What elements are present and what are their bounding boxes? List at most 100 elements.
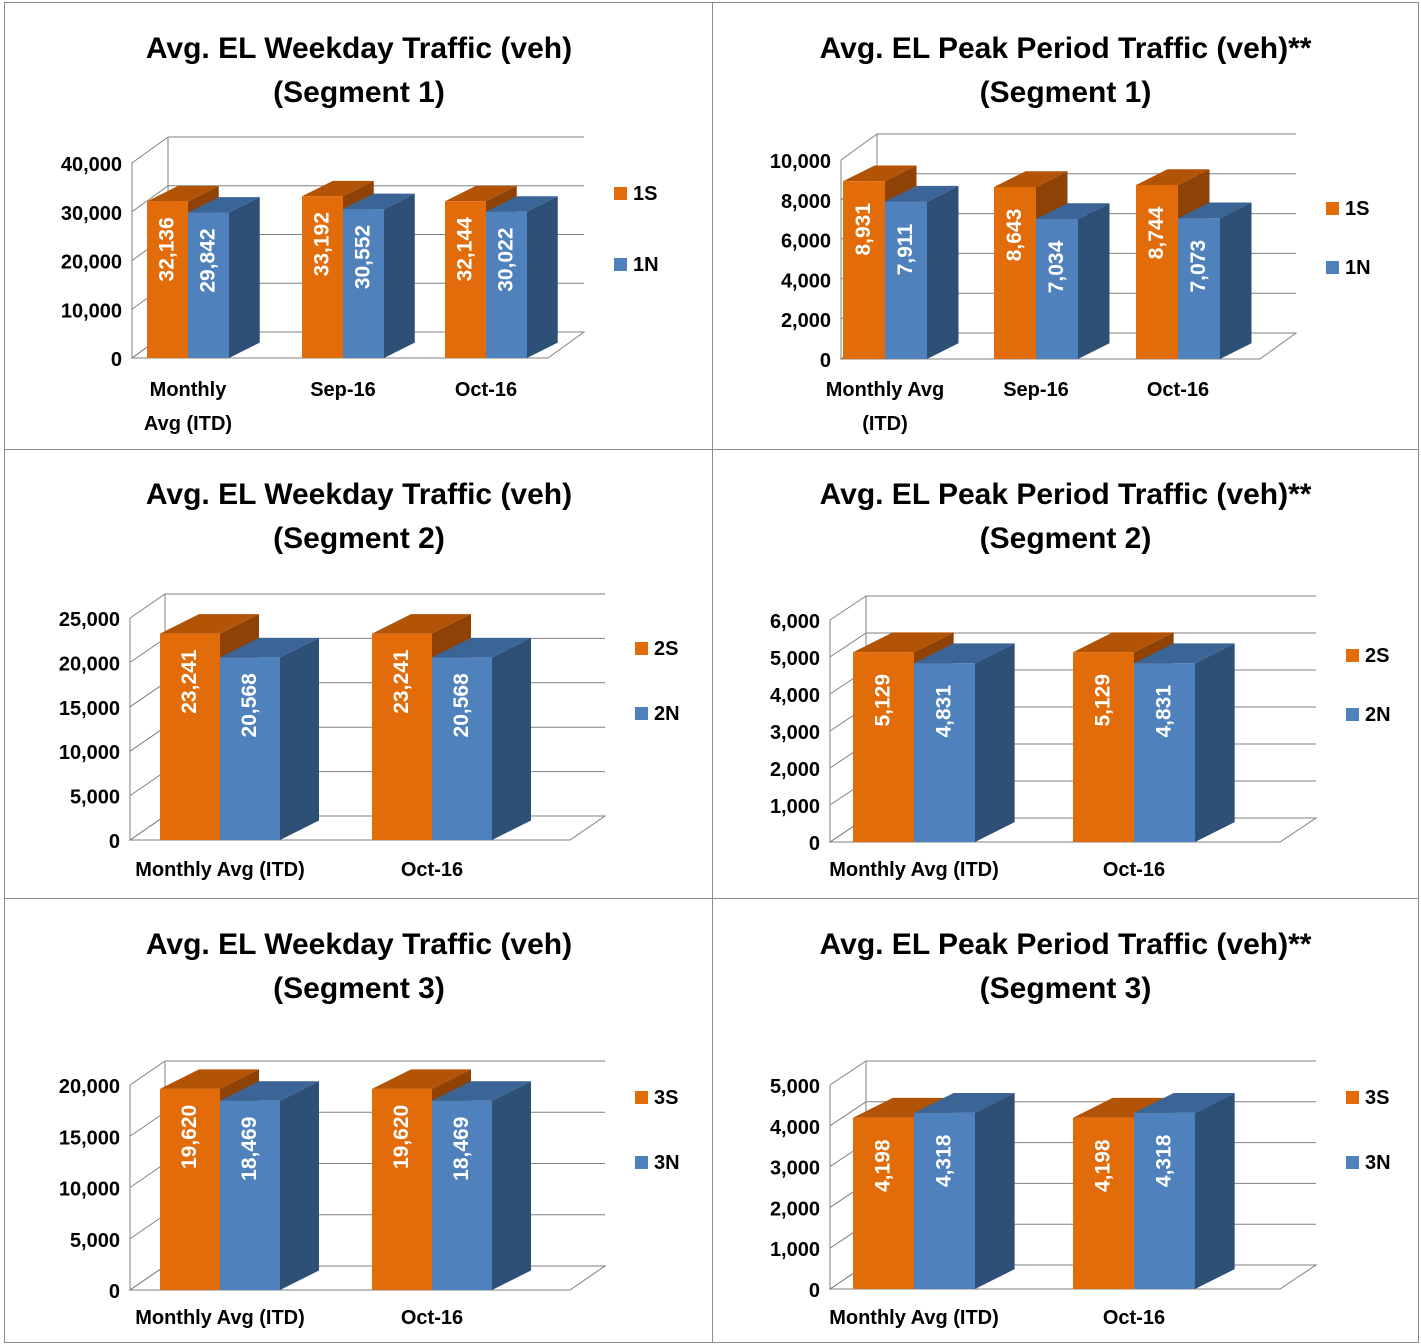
bar-2N	[432, 637, 531, 840]
side-wall-line	[829, 1101, 867, 1127]
y-tick-label: 5,000	[70, 1230, 120, 1252]
y-tick-label: 20,000	[59, 653, 120, 675]
y-tick-label: 1,000	[770, 796, 820, 818]
bar-value-label: 7,034	[1045, 240, 1068, 293]
bar-value-label: 4,318	[1153, 1134, 1176, 1187]
legend-label: 2N	[654, 703, 680, 725]
y-tick-label: 2,000	[781, 310, 831, 332]
legend-label: 1S	[633, 183, 657, 205]
legend-swatch-2S	[1346, 649, 1359, 662]
bar-top-face	[1073, 632, 1174, 653]
bar-top-face	[372, 1069, 471, 1089]
y-tick-label: 0	[820, 350, 831, 372]
bar-2N	[220, 637, 319, 840]
bar-top-face	[432, 1081, 531, 1101]
bar-3N	[1134, 1093, 1235, 1289]
chart-title-line: Avg. EL Weekday Traffic (veh)	[145, 478, 573, 511]
legend-swatch-2N	[1346, 708, 1359, 721]
bar-top-face	[302, 180, 374, 197]
bar-top-face	[1036, 203, 1110, 220]
side-wall-line	[129, 1111, 166, 1137]
bar-top-face	[343, 193, 415, 210]
side-wall-line	[129, 593, 166, 619]
bar-top-face	[486, 196, 558, 212]
chart-title-line: (Segment 2)	[273, 522, 445, 555]
legend-label: 3S	[1365, 1087, 1389, 1109]
chart-panel-peak-seg3: Avg. EL Peak Period Traffic (veh)** (Seg…	[712, 898, 1419, 1343]
bar-front-face	[432, 1100, 492, 1290]
legend-swatch-1S	[614, 187, 627, 200]
y-tick-label: 0	[111, 349, 122, 371]
bar-front-face	[160, 633, 220, 840]
bar-value-label: 19,620	[390, 1105, 413, 1169]
bar-top-face	[853, 1097, 954, 1118]
bar-front-face	[1073, 1117, 1134, 1289]
chart-title-line: Avg. EL Peak Period Traffic (veh)**	[819, 478, 1312, 511]
bar-value-label: 32,136	[156, 217, 179, 281]
bar-chart-weekday-seg2: 0 5,000 10,000 15,000 20,000 25,000 23,241 20,5…	[59, 593, 680, 881]
side-wall-line	[129, 726, 166, 752]
bar-value-label: 4,198	[1092, 1139, 1115, 1192]
bar-3N	[914, 1093, 1015, 1289]
bar-front-face	[188, 212, 229, 358]
bar-top-face	[994, 171, 1068, 188]
bar-value-label: 8,643	[1003, 209, 1026, 262]
y-tick-label: 10,000	[59, 1179, 120, 1201]
side-wall-line	[829, 1060, 867, 1086]
y-tick-label: 0	[809, 833, 820, 855]
bar-front-face	[1178, 218, 1220, 359]
chart-title-line: (Segment 1)	[979, 76, 1152, 109]
x-tick-label: Monthly Avg (ITD)	[829, 859, 999, 881]
side-wall-line	[129, 1214, 166, 1240]
legend-swatch-3S	[1346, 1091, 1359, 1104]
x-tick-label: Monthly Avg (ITD)	[829, 1307, 999, 1329]
x-tick-label: Monthly	[150, 379, 228, 401]
legend-swatch-1N	[1326, 261, 1339, 274]
bar-front-face	[853, 652, 914, 842]
bar-2N	[1134, 643, 1235, 842]
bar-top-face	[220, 1081, 319, 1101]
bar-chart-peak-seg2: 0 1,000 2,000 3,000 4,000 5,000 6,000 5,129 4,83…	[770, 595, 1391, 881]
y-tick-label: 5,000	[70, 787, 120, 809]
y-tick-label: 10,000	[59, 742, 120, 764]
bar-front-face	[843, 181, 885, 359]
x-tick-label: Oct-16	[401, 1307, 463, 1329]
side-wall-line	[129, 682, 166, 708]
bar-front-face	[445, 201, 486, 358]
bar-value-label: 33,192	[311, 212, 334, 276]
legend-swatch-3N	[635, 1156, 648, 1169]
bar-front-face	[914, 663, 975, 842]
y-tick-label: 30,000	[61, 203, 122, 225]
side-wall-line	[129, 1163, 166, 1188]
x-tick-label: Oct-16	[1147, 379, 1209, 401]
side-wall-line	[129, 1060, 166, 1086]
bar-1N	[885, 185, 959, 359]
bar-value-label: 7,073	[1187, 240, 1210, 293]
bar-top-face	[914, 1093, 1015, 1113]
chart-panel-weekday-seg2: Avg. EL Weekday Traffic (veh) (Segment 2…	[4, 449, 714, 900]
y-tick-label: 0	[109, 1281, 120, 1303]
y-tick-label: 4,000	[781, 270, 831, 292]
legend-label: 2N	[1365, 704, 1391, 726]
y-tick-label: 10,000	[61, 300, 122, 322]
side-wall-line	[129, 637, 166, 663]
chart-title-line: Avg. EL Peak Period Traffic (veh)**	[819, 928, 1312, 961]
bar-side-face	[1195, 1093, 1235, 1289]
chart-panel-weekday-seg3: Avg. EL Weekday Traffic (veh) (Segment 3…	[4, 898, 714, 1343]
y-tick-label: 20,000	[59, 1076, 120, 1098]
bar-top-face	[843, 165, 917, 182]
bar-top-face	[1134, 1093, 1235, 1113]
bar-top-face	[1073, 1097, 1174, 1118]
x-tick-label: Sep-16	[1003, 379, 1069, 401]
x-tick-label: Oct-16	[401, 859, 463, 881]
bar-side-face	[492, 637, 531, 840]
bar-2N	[914, 643, 1015, 842]
bar-side-face	[975, 643, 1015, 842]
bar-front-face	[372, 1088, 432, 1290]
side-wall-line	[840, 133, 878, 161]
bar-front-face	[343, 209, 384, 358]
bar-top-face	[1136, 169, 1210, 185]
bar-front-face	[160, 1088, 220, 1290]
x-tick-label: (ITD)	[862, 413, 908, 435]
bar-value-label: 32,144	[454, 217, 477, 282]
